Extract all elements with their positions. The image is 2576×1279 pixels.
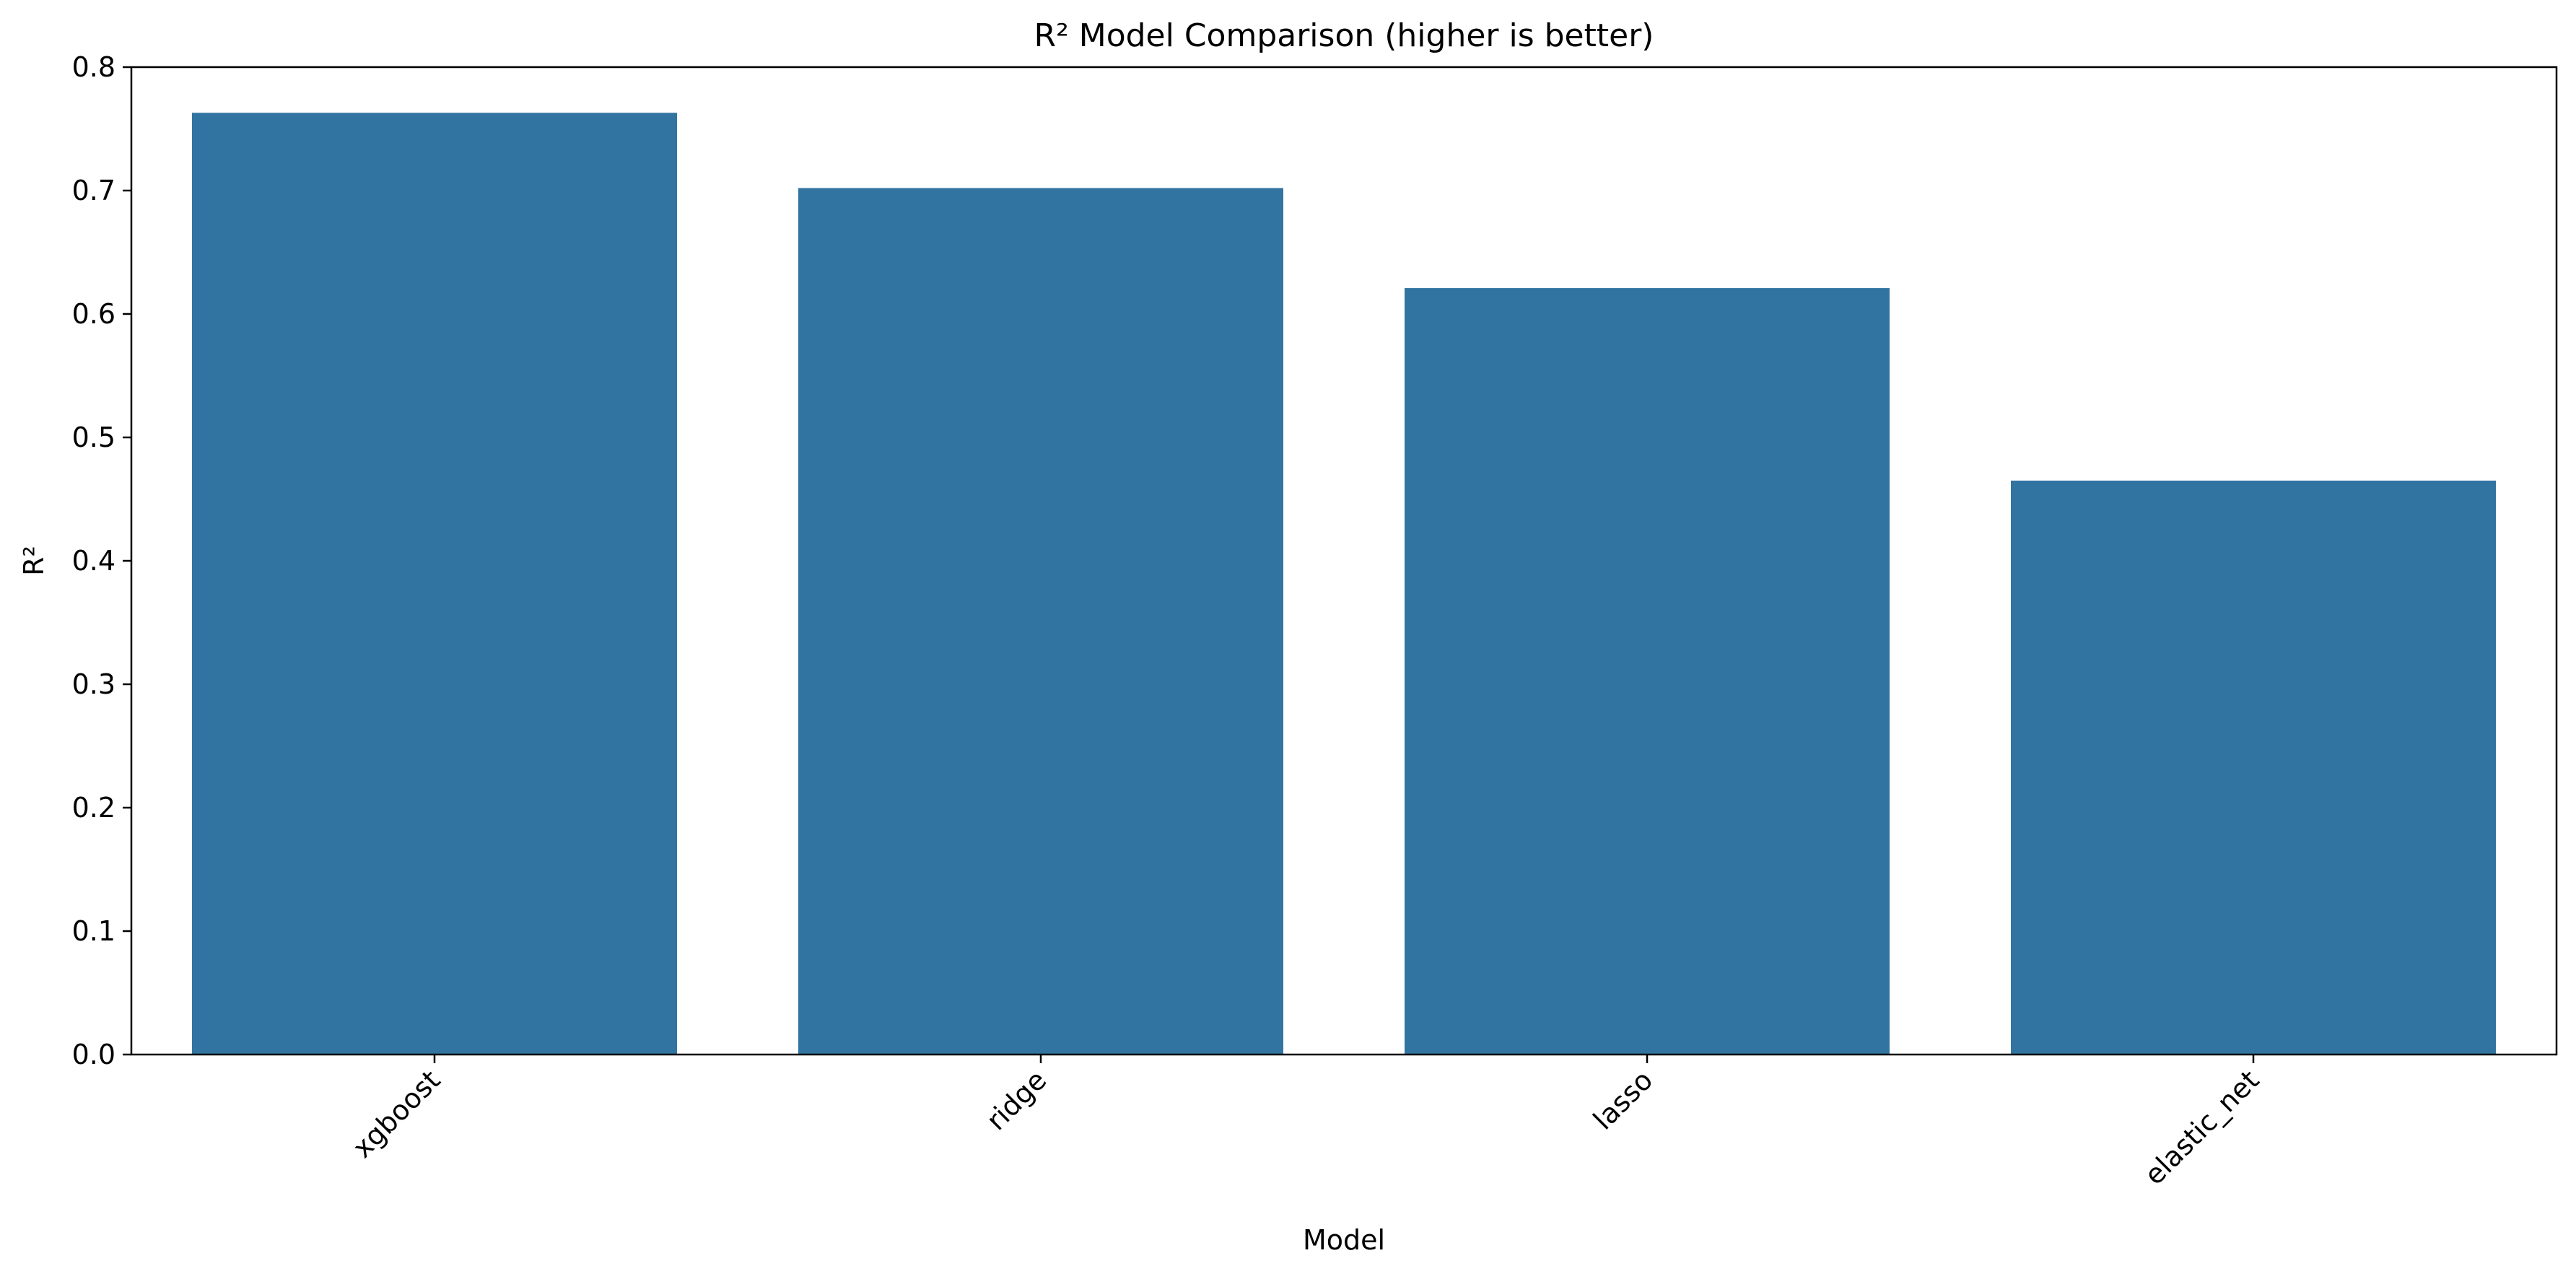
y-tick-label: 0.4 bbox=[72, 545, 115, 577]
y-tick-label: 0.7 bbox=[72, 175, 115, 206]
y-tick-label: 0.6 bbox=[72, 298, 115, 330]
y-axis-ticks: 0.0 0.1 0.2 0.3 0.4 0.5 0.6 0.7 0.8 bbox=[72, 51, 131, 1070]
y-axis-label: R² bbox=[18, 546, 50, 576]
y-tick-label: 0.5 bbox=[72, 422, 115, 453]
bar-elastic-net bbox=[2011, 480, 2496, 1055]
chart-title: R² Model Comparison (higher is better) bbox=[1034, 17, 1654, 54]
x-axis-label: Model bbox=[1303, 1224, 1385, 1256]
plot-frame bbox=[130, 66, 2558, 1056]
bar-lasso bbox=[1405, 288, 1890, 1055]
y-tick-label: 0.8 bbox=[72, 51, 115, 83]
bar-ridge bbox=[798, 188, 1283, 1055]
y-tick-label: 0.2 bbox=[72, 792, 115, 824]
y-tick-label: 0.3 bbox=[72, 668, 115, 700]
bar-xgboost bbox=[192, 113, 677, 1055]
y-tick-label: 0.1 bbox=[72, 915, 115, 947]
bars-group bbox=[192, 113, 2496, 1055]
y-tick-label: 0.0 bbox=[72, 1039, 115, 1070]
